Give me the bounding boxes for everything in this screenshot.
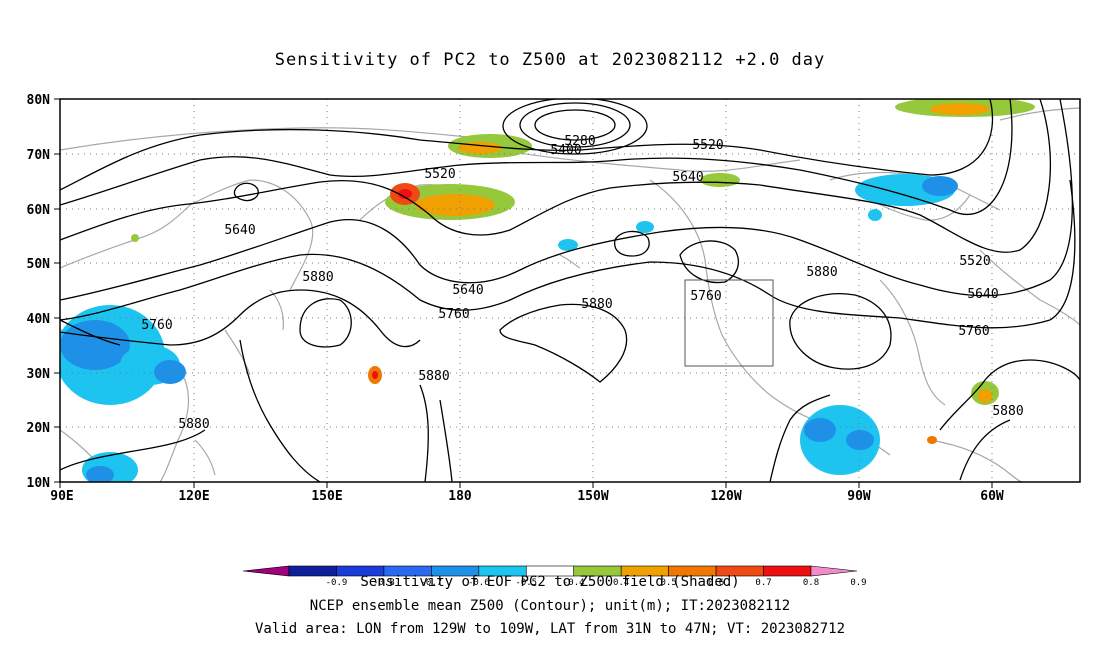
shade-blob [927,436,937,444]
contour-label: 5760 [438,307,469,322]
map-frame [59,98,1081,483]
shade-blob [846,430,874,450]
z500-contours [60,99,1080,482]
caption-contour: NCEP ensemble mean Z500 (Contour); unit(… [309,598,791,614]
lon-label: 60W [980,489,1004,504]
contour-label: 5760 [141,318,172,333]
shade-blob [700,173,740,187]
colorbar-tick-label: -0.8 [373,578,395,588]
lon-label: 120E [178,489,209,504]
contour-label: 5760 [690,289,721,304]
colorbar-tick-label: 0.7 [755,578,771,588]
colorbar-tick-label: -0.7 [421,578,443,588]
contour-label: 5280 [564,134,595,149]
axis-ticks [54,98,993,488]
contour-label: 5880 [992,404,1023,419]
shade-blob [922,176,958,196]
sensitivity-shading [60,99,1035,482]
shade-blob [804,418,836,442]
contour-label: 5640 [224,223,255,238]
colorbar-tick-label: 0.4 [613,578,629,588]
lat-label: 10N [27,476,51,491]
shade-blob [930,103,990,115]
lon-label: 150E [311,489,342,504]
lon-label: 90E [50,489,73,504]
colorbar-tick-label: -0.9 [326,578,348,588]
contour-label: 5880 [178,417,209,432]
contour-label: 5640 [452,283,483,298]
contour-label: 5640 [967,287,998,302]
lat-label: 80N [27,93,51,108]
shade-blob [978,389,992,403]
colorbar-tick-label: 0.6 [708,578,724,588]
contour-label: 5880 [302,270,333,285]
lon-label: 120W [710,489,741,504]
colorbar-end-high [810,565,858,577]
caption-shading: Sensitivity of EOF PC2 to Z500 field (Sh… [360,574,740,590]
lat-label: 60N [27,203,51,218]
contour-labels: 5280 5400 5520 5520 5640 5640 5640 5640 … [141,134,1023,432]
colorbar-tick-label: 0.8 [803,578,819,588]
lon-label: 180 [448,489,472,504]
shade-blob [636,221,654,233]
lon-label: 150W [577,489,608,504]
shade-blob [415,194,495,216]
contour-label: 5640 [672,170,703,185]
colorbar-tick-label: 0.5 [661,578,677,588]
lat-label: 30N [27,367,51,382]
contour-label: 5520 [424,167,455,182]
lon-labels: 90E 120E 150E 180 150W 120W 90W 60W [50,489,1004,504]
contour-label: 5880 [806,265,837,280]
colorbar-tick-label: -0.5 [515,578,537,588]
lat-labels: 80N 70N 60N 50N 40N 30N 20N 10N [27,93,51,491]
caption-valid-area: Valid area: LON from 129W to 109W, LAT f… [254,621,845,637]
shade-blob [398,189,412,199]
contour-label: 5400 [550,143,581,158]
lat-label: 20N [27,421,51,436]
colorbar-tick-label: -0.4 [563,578,585,588]
valid-area-box [684,279,774,367]
lon-label: 90W [847,489,871,504]
lat-label: 70N [27,148,51,163]
figure-title: Sensitivity of PC2 to Z500 at 2023082112… [274,50,826,70]
shade-blob [86,466,114,482]
shade-blob [131,234,139,242]
contour-label: 5520 [959,254,990,269]
contour-label: 5760 [958,324,989,339]
lat-label: 40N [27,312,51,327]
shade-blob [372,371,378,379]
coastlines [60,107,1080,482]
contour-label: 5880 [581,297,612,312]
shade-blob [868,209,882,221]
colorbar-tick-label: 0.9 [850,578,866,588]
colorbar: -0.9 -0.8 -0.7 -0.6 -0.5 -0.4 0.4 0.5 0.6 0.7 0.8 0… [242,565,867,588]
shade-blob [558,239,578,251]
contour-label: 5520 [692,138,723,153]
lat-label: 50N [27,257,51,272]
shade-blob [60,320,130,370]
contour-label: 5880 [418,369,449,384]
colorbar-tick-label: -0.6 [468,578,490,588]
shade-blob [154,360,186,384]
